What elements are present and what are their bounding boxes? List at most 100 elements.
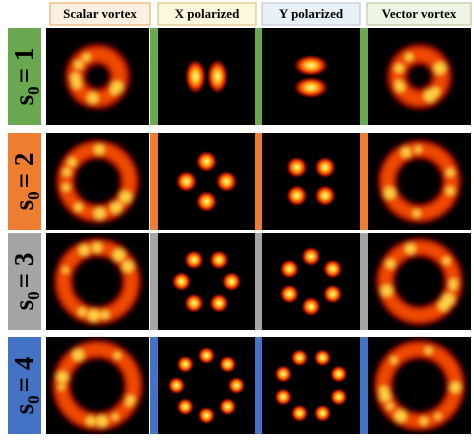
ring-spot bbox=[92, 242, 102, 253]
ring-spot bbox=[72, 79, 82, 89]
ring-spot bbox=[425, 347, 432, 355]
image-background bbox=[368, 28, 471, 125]
beam-lobe bbox=[290, 348, 309, 367]
beam-image bbox=[158, 337, 255, 434]
ring-spot bbox=[381, 285, 393, 297]
row-label-value: = 1 bbox=[9, 48, 39, 84]
row-label-subscript: 0 bbox=[24, 191, 43, 200]
ring-spot bbox=[67, 158, 77, 167]
ring-spot bbox=[78, 307, 87, 316]
row-label: s0 = 2 bbox=[9, 153, 43, 211]
beam-lobe bbox=[322, 284, 343, 304]
ring-spot bbox=[96, 415, 108, 427]
beam-lobe bbox=[301, 246, 321, 267]
beam-image bbox=[158, 28, 255, 125]
ring-spot bbox=[401, 147, 411, 158]
beam-lobe bbox=[285, 156, 308, 179]
ring-spot bbox=[86, 416, 96, 426]
row-stripe bbox=[150, 133, 158, 230]
ring-spot bbox=[62, 168, 71, 177]
ring bbox=[373, 339, 466, 432]
column-header: Vector vortex bbox=[382, 6, 457, 21]
beam-image bbox=[46, 233, 149, 330]
row-stripe bbox=[360, 133, 368, 230]
beam-image bbox=[368, 28, 471, 125]
ring-spot bbox=[412, 209, 421, 218]
column-header-box bbox=[157, 2, 257, 26]
ring bbox=[51, 339, 144, 432]
beam-lobe bbox=[221, 271, 242, 292]
ring-spot bbox=[420, 417, 428, 426]
beam-lobe bbox=[171, 271, 192, 292]
row-stripe bbox=[255, 233, 263, 330]
ring-spot bbox=[74, 203, 83, 212]
beam-image bbox=[158, 233, 255, 330]
beam-lobe bbox=[313, 404, 332, 423]
beam-image bbox=[368, 337, 471, 434]
row-stripe bbox=[360, 233, 368, 330]
row-label-symbol: s bbox=[9, 300, 39, 311]
beam-lobe bbox=[227, 376, 246, 395]
beam-lobe bbox=[274, 387, 293, 406]
beam-image bbox=[262, 28, 360, 125]
beam-lobe bbox=[184, 58, 207, 95]
beam-image bbox=[46, 133, 149, 230]
beam-image bbox=[262, 133, 360, 230]
row-stripe bbox=[360, 337, 368, 434]
image-background bbox=[46, 28, 149, 125]
image-background bbox=[262, 337, 360, 434]
beam-lobe bbox=[290, 404, 309, 423]
ring-mid bbox=[391, 48, 448, 105]
row-label-box bbox=[8, 28, 41, 125]
ring-spot bbox=[111, 81, 123, 93]
row-label-symbol: s bbox=[9, 404, 39, 415]
beam-lobe bbox=[209, 249, 229, 270]
beam-lobe bbox=[314, 156, 337, 179]
beam-lobe bbox=[197, 346, 216, 365]
beam-lobe bbox=[175, 170, 198, 193]
ring-spot bbox=[445, 186, 455, 196]
row-stripe bbox=[255, 133, 263, 230]
ring-spot bbox=[390, 356, 398, 364]
beam-lobe bbox=[293, 54, 329, 77]
beam-lobe bbox=[218, 397, 237, 416]
beam-image bbox=[46, 337, 149, 434]
row-stripe bbox=[150, 28, 158, 125]
ring-spot bbox=[442, 257, 451, 265]
ring-spot bbox=[100, 310, 110, 319]
row-label-value: = 4 bbox=[9, 357, 39, 393]
column-header-box bbox=[49, 2, 151, 26]
ring-spot bbox=[394, 410, 407, 422]
ring-spot bbox=[450, 382, 461, 393]
ring-spot bbox=[114, 201, 123, 210]
ring-spot bbox=[437, 66, 445, 75]
column-header-box bbox=[366, 2, 472, 26]
ring-spot bbox=[449, 283, 457, 291]
ring-spot bbox=[62, 183, 70, 192]
ring-spot bbox=[379, 391, 391, 402]
beam-lobe bbox=[176, 397, 195, 416]
beam-image bbox=[262, 233, 360, 330]
ring-spot bbox=[72, 349, 84, 361]
ring-spot bbox=[126, 395, 135, 404]
beam-lobe bbox=[218, 355, 237, 374]
ring-spot bbox=[438, 300, 449, 311]
row-stripe bbox=[150, 233, 158, 330]
ring-spot bbox=[112, 249, 125, 261]
ring-spot bbox=[113, 352, 121, 359]
row-label-symbol: s bbox=[9, 95, 39, 106]
ring-spot bbox=[119, 191, 132, 203]
ring-spot bbox=[394, 63, 404, 73]
row-stripe bbox=[255, 337, 263, 434]
beam-lobe bbox=[274, 365, 293, 384]
ring-spot bbox=[88, 309, 100, 322]
ring-spot bbox=[94, 207, 106, 220]
beam-lobe bbox=[209, 293, 229, 314]
ring-spot bbox=[434, 413, 441, 420]
column-header-box bbox=[261, 2, 361, 26]
beam-lobe bbox=[184, 249, 204, 270]
ring bbox=[53, 237, 142, 326]
beam-lobe bbox=[293, 76, 329, 99]
ring-spot bbox=[122, 260, 134, 272]
beam-lobe bbox=[197, 406, 216, 425]
